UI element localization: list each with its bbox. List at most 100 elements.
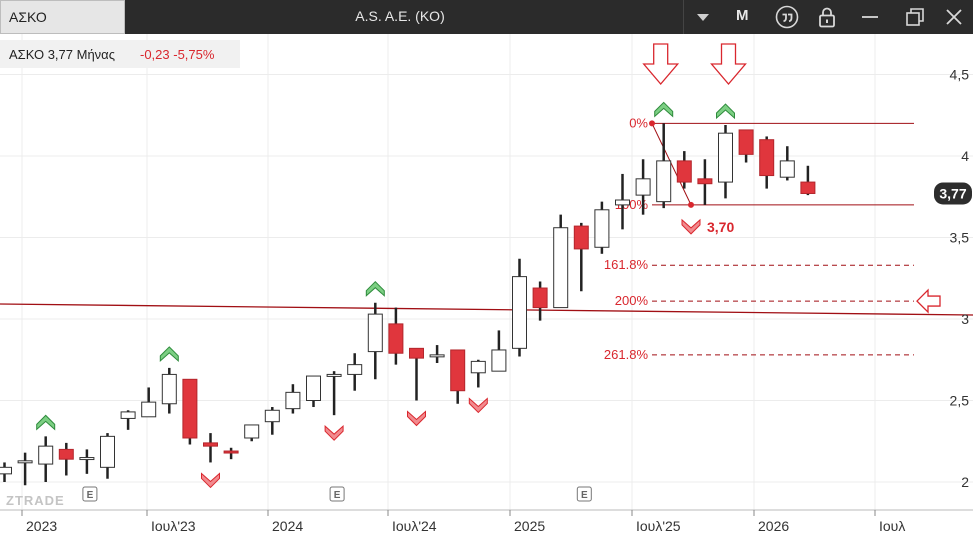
y-tick-label: 4 (961, 148, 969, 164)
y-tick-label: 4,5 (950, 67, 970, 83)
buy-signal-icon (36, 414, 56, 431)
long-trend-line (0, 303, 973, 316)
chevron-down-icon (697, 14, 709, 21)
candle-body (17, 460, 33, 464)
chart-axes: 2023 Ιουλ'23 2024 Ιουλ'24 2025 Ιουλ'25 2026 Ιου… (0, 67, 973, 534)
earnings-icon (576, 486, 592, 502)
candle-body (594, 209, 610, 248)
candle-body (800, 181, 816, 194)
candle-body (367, 313, 383, 353)
close-icon[interactable] (942, 5, 966, 29)
candle-body (182, 378, 198, 439)
instrument-info-box: ΑΣΚΟ 3,77 Μήνας -0,23 -5,75% (0, 40, 240, 68)
interval-mode-button[interactable]: M (736, 7, 749, 24)
candle-body (615, 199, 630, 206)
candle-body (285, 391, 301, 410)
x-tick-label: 2023 (26, 518, 57, 534)
candle-body (203, 442, 218, 447)
restore-window-icon[interactable] (903, 5, 927, 29)
earnings-icon (82, 486, 98, 502)
candle-body (676, 160, 692, 183)
lock-icon[interactable] (815, 5, 839, 29)
earnings-icon-letter: E (581, 490, 588, 501)
down-arrow-icon (710, 43, 747, 86)
fibonacci-levels: 0%100%161.8%200%261.8%3,70 (604, 115, 941, 362)
candle-body (553, 227, 569, 309)
minimize-icon[interactable] (858, 5, 882, 29)
candle-body (38, 445, 54, 465)
buy-signal-icon (654, 101, 674, 118)
y-tick-label: 2 (961, 474, 969, 490)
candle-body (470, 360, 486, 374)
fib-anchor-line (651, 123, 692, 206)
candle-body (429, 354, 445, 358)
earnings-icon-letter: E (87, 490, 94, 501)
x-tick-label: 2024 (272, 518, 303, 534)
candle-body (306, 375, 321, 401)
chart-grid (0, 34, 973, 510)
candle-body (635, 178, 651, 196)
info-change: -0,23 -5,75% (140, 47, 215, 62)
candle-body (0, 466, 12, 475)
sell-signal-icon (324, 425, 344, 441)
down-arrow-icon (642, 43, 680, 86)
candle-body (697, 178, 713, 185)
candlestick-series (0, 123, 816, 486)
symbol-search-box[interactable]: ΑΣΚΟ (0, 0, 125, 34)
candle-body (223, 450, 239, 454)
x-tick-label: Ιουλ'25 (636, 518, 681, 534)
buy-signal-icon (159, 346, 179, 363)
candle-body (409, 347, 424, 359)
sell-signal-icon (201, 472, 220, 489)
fib-label: 161.8% (604, 257, 649, 272)
fib-label: 261.8% (604, 347, 649, 362)
y-tick-label: 3,5 (950, 230, 970, 246)
y-tick-label: 2,5 (950, 393, 970, 409)
candle-body (759, 139, 775, 177)
candle-body (738, 129, 754, 155)
candle-body (450, 349, 466, 392)
fib-anchor-point (649, 120, 655, 127)
left-arrow-icon (916, 288, 941, 314)
candle-body (79, 457, 95, 461)
buy-signal-icon (365, 280, 385, 297)
candle-body (141, 401, 157, 418)
candle-body (161, 373, 177, 405)
period-dropdown-button[interactable] (683, 0, 722, 34)
y-tick-label: 3 (961, 311, 969, 327)
sell-signal-icon (681, 218, 701, 235)
candle-body (779, 160, 795, 178)
trend-line (0, 303, 973, 316)
candle-body (656, 160, 672, 203)
x-tick-label: 2025 (514, 518, 545, 534)
fib-anchor-point (688, 201, 694, 208)
candle-body (264, 409, 280, 423)
candle-body (326, 373, 342, 377)
candle-body (347, 364, 363, 375)
quote-icon[interactable] (775, 5, 799, 29)
info-name-price: ΑΣΚΟ 3,77 Μήνας (9, 47, 115, 62)
candle-body (491, 349, 507, 372)
buy-signal-icon (716, 103, 735, 120)
candle-body (244, 424, 260, 439)
low-price-annotation: 3,70 (707, 219, 734, 235)
candle-body (120, 411, 136, 419)
candle-body (58, 448, 74, 460)
instrument-title: A.S. A.E. (KO) (355, 8, 445, 24)
top-toolbar: ΑΣΚΟ A.S. A.E. (KO) M (0, 0, 973, 34)
symbol-text: ΑΣΚΟ (9, 9, 47, 25)
fib-label: 200% (615, 293, 649, 308)
sell-signal-icon (407, 410, 426, 427)
x-tick-label: Ιουλ'24 (392, 518, 437, 534)
earnings-icon (329, 486, 345, 502)
candle-body (718, 132, 733, 183)
candle-body (532, 287, 548, 309)
x-tick-label: Ιουλ (879, 518, 905, 534)
candle-body (388, 323, 404, 354)
last-price-text: 3,77 (939, 185, 966, 201)
last-price-badge (934, 182, 972, 205)
earnings-icon-letter: E (334, 490, 341, 501)
watermark-text: ZTRADE (6, 493, 65, 508)
